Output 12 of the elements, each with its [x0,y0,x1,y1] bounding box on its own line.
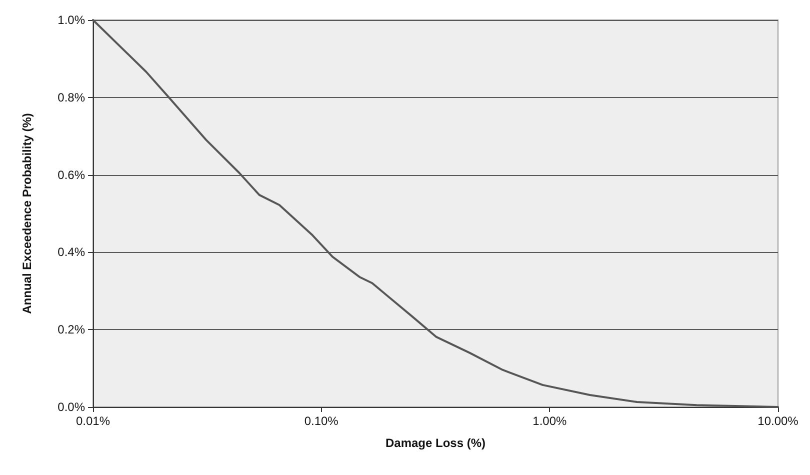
y-tick-label: 0.6% [58,168,86,182]
x-tick-label: 10.00% [758,414,799,428]
y-tick-label: 0.2% [58,322,86,337]
y-tick-label: 1.0% [58,13,86,27]
x-axis-title: Damage Loss (%) [385,436,486,450]
y-tick-label: 0.0% [58,400,86,414]
y-tick-label: 0.8% [58,90,86,104]
y-tick-label: 0.4% [58,245,86,260]
x-tick-label: 1.00% [532,414,568,428]
y-axis-title: Annual Exceedence Probability (%) [20,113,34,314]
x-tick-label: 0.01% [76,414,110,428]
x-tick-label: 0.10% [304,414,339,428]
